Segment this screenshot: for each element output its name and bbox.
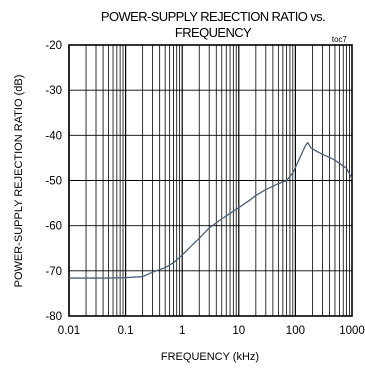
chart-title-line-1: POWER-SUPPLY REJECTION RATIO vs. [101,9,325,24]
y-tick-label: -20 [45,40,62,52]
x-tick-label: 1000 [339,325,365,337]
grid [68,44,352,317]
psrr-series-line [69,141,353,279]
y-tick-label: -80 [45,311,62,323]
y-axis-ticks: -20 -30 -40 -50 -60 -70 -80 [45,40,62,323]
chart-title-line-2: FREQUENCY [175,25,252,40]
x-tick-label: 1 [179,325,185,337]
x-tick-label: 0.01 [58,325,80,337]
plot-frame [68,44,353,317]
y-tick-label: -70 [45,266,62,278]
x-tick-label: 10 [232,325,245,337]
x-tick-label: 0.1 [118,325,134,337]
x-tick-label: 100 [286,325,305,337]
y-axis-label: POWER-SUPPLY REJECTION RATIO (dB) [13,75,25,288]
figure-tag: toc7 [332,35,348,44]
x-axis-label: FREQUENCY (kHz) [161,351,259,363]
y-tick-label: -30 [45,85,62,97]
y-tick-label: -40 [45,130,62,142]
y-tick-label: -50 [45,176,62,188]
y-tick-label: -60 [45,221,62,233]
x-axis-ticks: 0.01 0.1 1 10 100 1000 [58,325,365,337]
